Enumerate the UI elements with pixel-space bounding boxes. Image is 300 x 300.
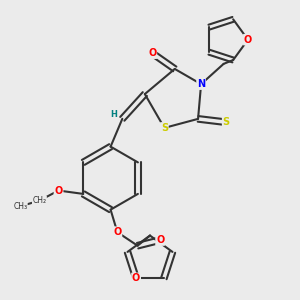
Text: S: S [223,117,230,127]
Text: N: N [197,79,205,89]
Text: O: O [132,273,140,283]
Text: O: O [113,227,122,237]
Text: CH₂: CH₂ [32,196,46,205]
Text: H: H [110,110,117,119]
Text: O: O [148,48,156,58]
Text: O: O [156,235,164,245]
Text: S: S [161,123,168,133]
Text: O: O [244,35,252,45]
Text: CH₃: CH₃ [13,202,27,211]
Text: O: O [54,185,63,196]
